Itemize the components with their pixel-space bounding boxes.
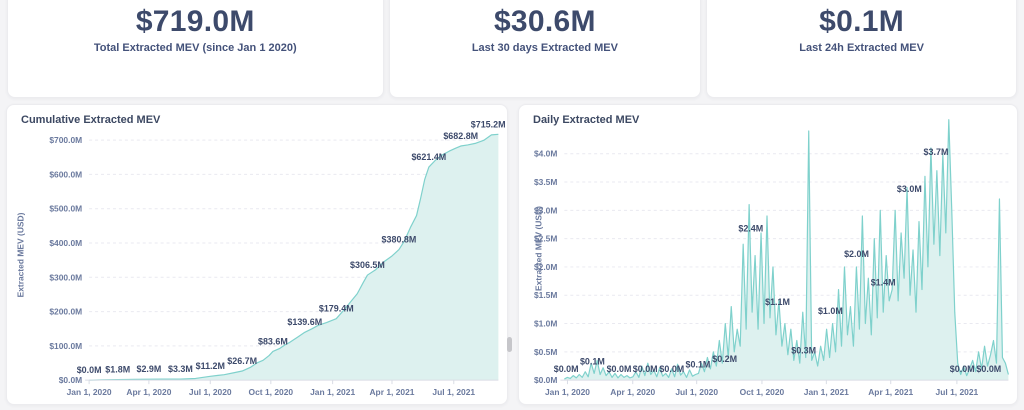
svg-text:$2.0M: $2.0M bbox=[534, 262, 557, 272]
svg-text:$0.0M: $0.0M bbox=[633, 364, 658, 374]
svg-text:$3.5M: $3.5M bbox=[534, 177, 557, 187]
svg-text:$500.0M: $500.0M bbox=[49, 204, 82, 214]
daily-mev-chart-canvas[interactable]: $0.0M $0.5M $1.0M $1.5M $2.0M $2.5M $3.0M $3.5M… bbox=[519, 105, 1017, 404]
svg-text:$2.0M: $2.0M bbox=[844, 249, 869, 259]
stat-value-total: $719.0M bbox=[135, 5, 255, 38]
stat-card-total-extracted-mev: $719.0M Total Extracted MEV (since Jan 1… bbox=[7, 0, 384, 98]
stat-label-24h: Last 24h Extracted MEV bbox=[799, 42, 924, 54]
charts-row: Cumulative Extracted MEV $0.0M $100.0M $20… bbox=[0, 104, 1024, 405]
svg-text:$139.6M: $139.6M bbox=[287, 317, 322, 327]
svg-text:$11.2M: $11.2M bbox=[196, 361, 225, 371]
svg-text:$100.0M: $100.0M bbox=[49, 341, 82, 351]
svg-text:Jul 1, 2021: Jul 1, 2021 bbox=[936, 387, 979, 397]
cumulative-chart-title: Cumulative Extracted MEV bbox=[21, 114, 161, 126]
daily-mev-chart-card: Daily Extracted MEV $0.0M $0.5M $1.0M $1.5M… bbox=[518, 104, 1018, 405]
daily-chart-title: Daily Extracted MEV bbox=[533, 114, 640, 126]
svg-text:$400.0M: $400.0M bbox=[49, 238, 82, 248]
svg-text:$2.9M: $2.9M bbox=[137, 364, 162, 374]
svg-text:$306.5M: $306.5M bbox=[350, 260, 385, 270]
svg-text:$83.6M: $83.6M bbox=[258, 336, 288, 346]
svg-text:Apr 1, 2021: Apr 1, 2021 bbox=[868, 387, 913, 397]
svg-text:$1.5M: $1.5M bbox=[534, 290, 557, 300]
stat-value-30d: $30.6M bbox=[493, 5, 596, 38]
svg-text:Jul 1, 2020: Jul 1, 2020 bbox=[189, 387, 232, 397]
svg-text:Jan 1, 2020: Jan 1, 2020 bbox=[545, 387, 590, 397]
svg-text:$0.2M: $0.2M bbox=[712, 354, 737, 364]
svg-text:Jul 1, 2020: Jul 1, 2020 bbox=[675, 387, 718, 397]
svg-text:$600.0M: $600.0M bbox=[49, 169, 82, 179]
svg-text:$0.0M: $0.0M bbox=[659, 364, 684, 374]
svg-text:Jul 1, 2021: Jul 1, 2021 bbox=[432, 387, 475, 397]
stat-card-last-24h: $0.1M Last 24h Extracted MEV bbox=[706, 0, 1017, 98]
svg-text:$3.0M: $3.0M bbox=[534, 205, 557, 215]
svg-text:$2.5M: $2.5M bbox=[534, 234, 557, 244]
svg-text:Jan 1, 2021: Jan 1, 2021 bbox=[310, 387, 355, 397]
stat-card-last-30-days: $30.6M Last 30 days Extracted MEV bbox=[388, 0, 702, 98]
svg-text:Jan 1, 2021: Jan 1, 2021 bbox=[804, 387, 849, 397]
svg-text:$1.1M: $1.1M bbox=[765, 297, 790, 307]
svg-text:$1.4M: $1.4M bbox=[871, 277, 896, 287]
svg-text:$2.4M: $2.4M bbox=[738, 224, 763, 234]
svg-text:$380.8M: $380.8M bbox=[382, 235, 417, 245]
svg-text:$0.0M: $0.0M bbox=[77, 365, 102, 375]
svg-text:$621.4M: $621.4M bbox=[411, 152, 446, 162]
cumulative-mev-chart-canvas[interactable]: $0.0M $100.0M $200.0M $300.0M $400.0M $500.0M… bbox=[7, 105, 507, 404]
cumulative-mev-chart-card: Cumulative Extracted MEV $0.0M $100.0M $20… bbox=[6, 104, 508, 405]
svg-text:$700.0M: $700.0M bbox=[49, 135, 82, 145]
svg-text:$0.0M: $0.0M bbox=[534, 375, 557, 385]
stat-label-total: Total Extracted MEV (since Jan 1 2020) bbox=[93, 42, 297, 54]
svg-text:$0.0M: $0.0M bbox=[59, 375, 82, 385]
svg-text:$300.0M: $300.0M bbox=[49, 272, 82, 282]
svg-text:$1.8M: $1.8M bbox=[105, 365, 130, 375]
svg-text:$715.2M: $715.2M bbox=[471, 120, 506, 130]
svg-text:$0.0M: $0.0M bbox=[554, 364, 579, 374]
svg-text:$682.8M: $682.8M bbox=[443, 131, 478, 141]
svg-text:Extracted MEV (USD): Extracted MEV (USD) bbox=[16, 212, 26, 297]
svg-text:$1.0M: $1.0M bbox=[534, 319, 557, 329]
stats-row: $719.0M Total Extracted MEV (since Jan 1… bbox=[0, 0, 1024, 98]
svg-text:$0.0M: $0.0M bbox=[950, 364, 975, 374]
svg-text:$200.0M: $200.0M bbox=[49, 307, 82, 317]
svg-text:$0.0M: $0.0M bbox=[607, 364, 632, 374]
svg-text:$3.0M: $3.0M bbox=[897, 184, 922, 194]
svg-text:$0.1M: $0.1M bbox=[686, 360, 711, 370]
svg-text:$0.1M: $0.1M bbox=[580, 357, 605, 367]
svg-text:$179.4M: $179.4M bbox=[319, 304, 354, 314]
svg-text:Oct 1, 2020: Oct 1, 2020 bbox=[740, 387, 785, 397]
svg-text:$4.0M: $4.0M bbox=[534, 149, 557, 159]
svg-text:$3.7M: $3.7M bbox=[924, 147, 949, 157]
svg-text:$0.3M: $0.3M bbox=[791, 345, 816, 355]
svg-text:$0.5M: $0.5M bbox=[534, 347, 557, 357]
svg-text:Extracted MEV (USD): Extracted MEV (USD) bbox=[534, 206, 544, 291]
stat-value-24h: $0.1M bbox=[819, 5, 905, 38]
svg-text:$1.0M: $1.0M bbox=[818, 306, 843, 316]
svg-text:Apr 1, 2021: Apr 1, 2021 bbox=[369, 387, 414, 397]
vertical-scrollbar-thumb[interactable] bbox=[507, 337, 512, 352]
svg-text:$0.0M: $0.0M bbox=[976, 364, 1001, 374]
svg-text:$26.7M: $26.7M bbox=[227, 356, 257, 366]
svg-text:$3.3M: $3.3M bbox=[168, 364, 193, 374]
svg-text:Oct 1, 2020: Oct 1, 2020 bbox=[249, 387, 294, 397]
svg-text:Apr 1, 2020: Apr 1, 2020 bbox=[126, 387, 171, 397]
svg-text:Apr 1, 2020: Apr 1, 2020 bbox=[610, 387, 655, 397]
svg-text:Jan 1, 2020: Jan 1, 2020 bbox=[67, 387, 112, 397]
stat-label-30d: Last 30 days Extracted MEV bbox=[471, 42, 618, 54]
